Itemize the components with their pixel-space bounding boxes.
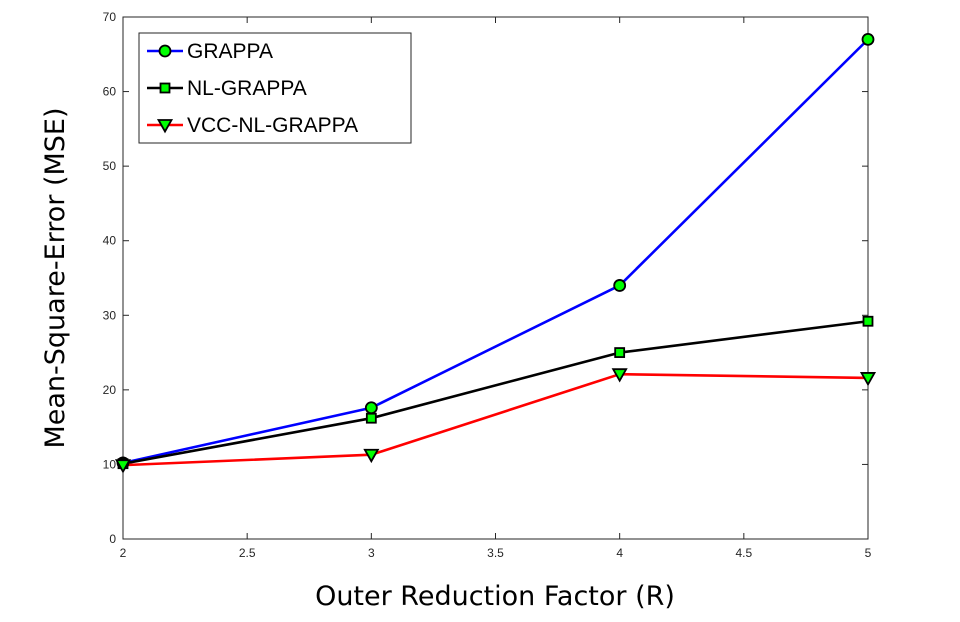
x-tick-label: 4 bbox=[616, 546, 623, 560]
series-line-nl-grappa bbox=[122, 319, 869, 465]
data-point-vcc-nl-grappa bbox=[859, 372, 877, 387]
y-tick-label: 50 bbox=[103, 159, 117, 173]
legend-marker-grappa bbox=[158, 44, 172, 58]
legend-label-nl-grappa: NL-GRAPPA bbox=[187, 77, 307, 100]
data-point-vcc-nl-grappa bbox=[611, 368, 628, 383]
y-tick-label: 70 bbox=[103, 10, 117, 24]
legend-label-grappa: GRAPPA bbox=[187, 40, 273, 63]
data-point-grappa bbox=[364, 401, 378, 415]
legend-label-vcc-nl-grappa: VCC-NL-GRAPPA bbox=[187, 114, 358, 137]
legend-box bbox=[138, 32, 412, 144]
y-tick-label: 10 bbox=[103, 457, 117, 471]
data-point-vcc-nl-grappa bbox=[114, 459, 132, 474]
x-tick-label: 3.5 bbox=[487, 546, 504, 560]
data-point-nl-grappa bbox=[614, 347, 626, 358]
series-line-vcc-nl-grappa bbox=[122, 372, 869, 467]
legend-marker-vcc-nl-grappa bbox=[156, 119, 174, 134]
x-tick-label: 4.5 bbox=[735, 546, 752, 560]
y-tick-label: 0 bbox=[109, 532, 116, 546]
y-tick-label: 20 bbox=[103, 383, 117, 397]
data-point-grappa bbox=[861, 32, 875, 46]
plot-area: 2 2.5 3 3.5 4 4.5 5010203040506070GRAPPANL-GRA… bbox=[103, 10, 877, 560]
x-tick-label: 3 bbox=[368, 546, 375, 560]
y-tick-label: 60 bbox=[103, 85, 117, 99]
legend-marker-nl-grappa bbox=[159, 82, 171, 94]
data-point-grappa bbox=[613, 279, 627, 292]
y-tick-label: 30 bbox=[103, 308, 117, 322]
x-tick-label: 2.5 bbox=[239, 546, 256, 560]
series-line-grappa bbox=[122, 38, 869, 465]
x-tick-label: 5 bbox=[865, 546, 872, 560]
y-axis-title: Mean-Square-Error (MSE) bbox=[40, 107, 71, 448]
x-tick-label: 2 bbox=[120, 546, 127, 560]
data-point-nl-grappa bbox=[365, 412, 377, 424]
y-tick-label: 40 bbox=[103, 234, 117, 248]
data-point-vcc-nl-grappa bbox=[363, 448, 380, 464]
data-point-nl-grappa bbox=[862, 315, 874, 327]
x-axis-title: Outer Reduction Factor (R) bbox=[315, 581, 675, 612]
